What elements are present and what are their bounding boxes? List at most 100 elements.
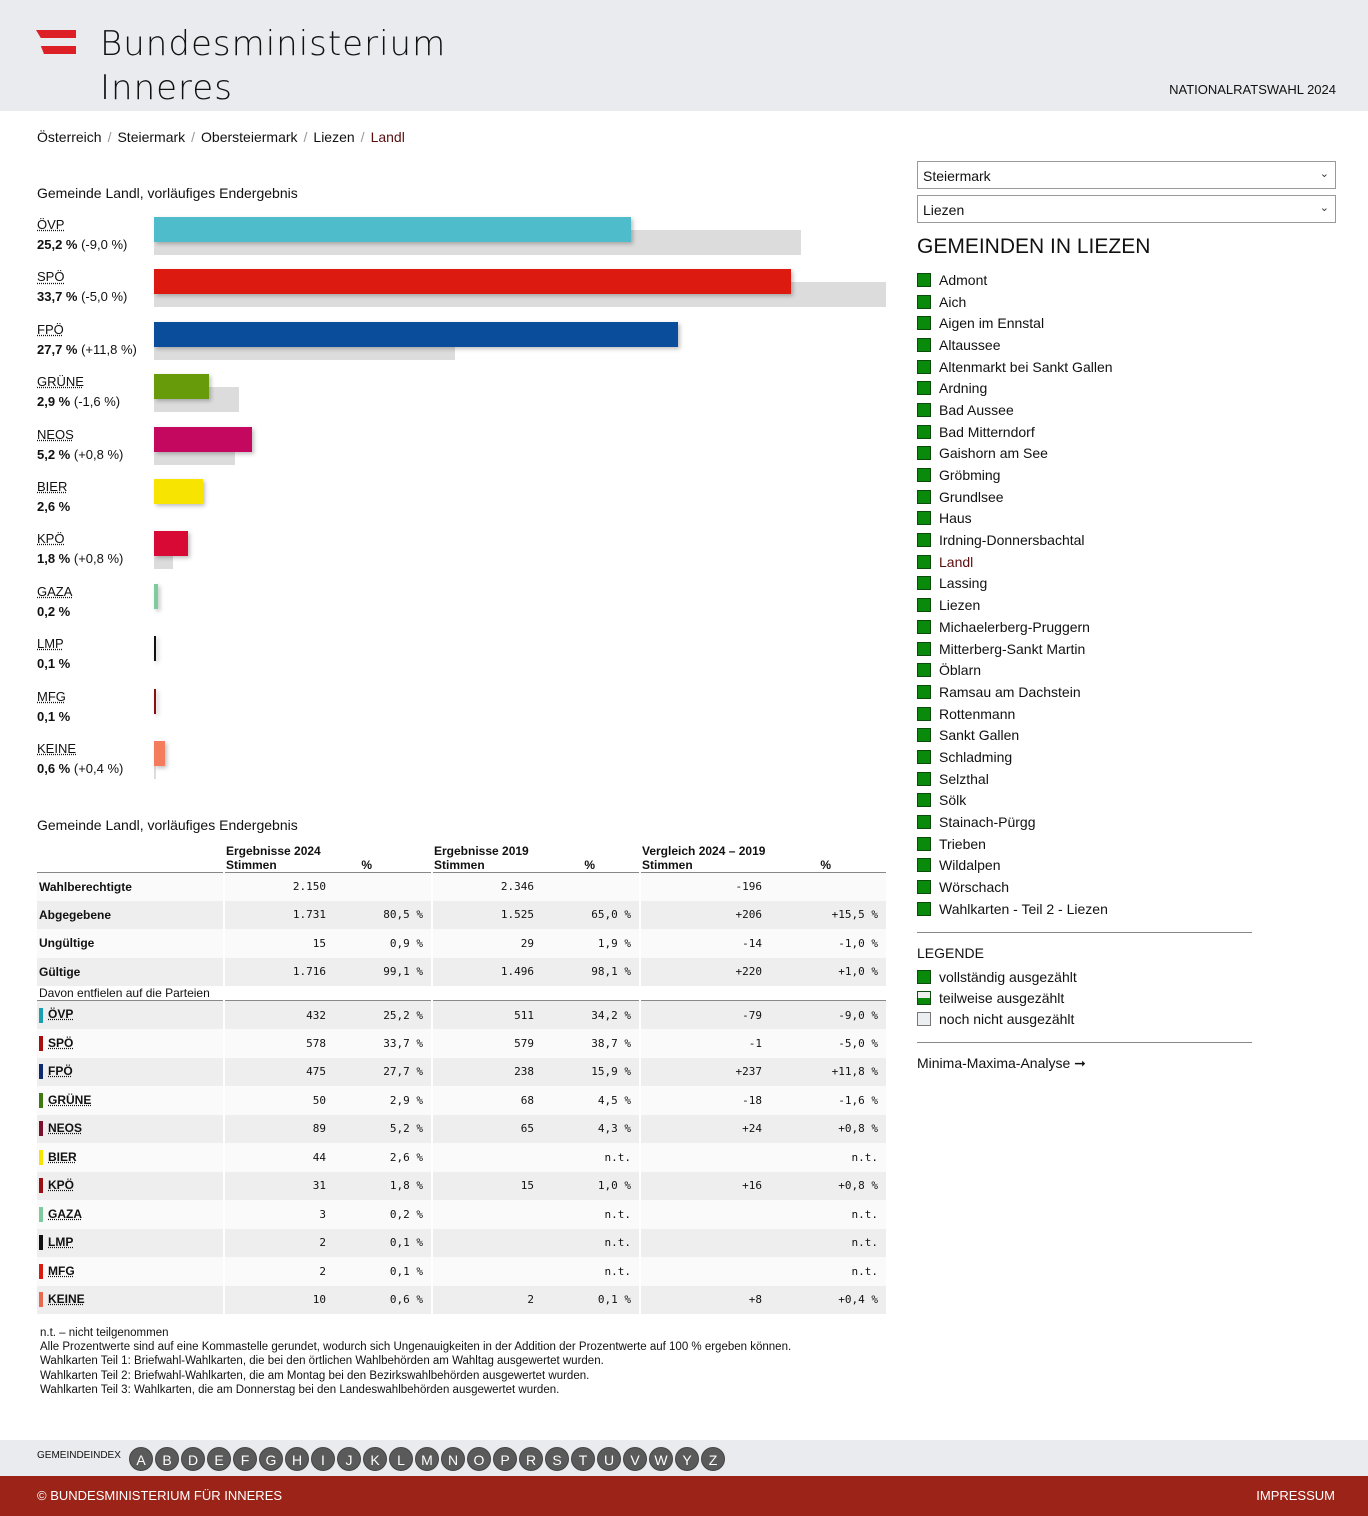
party-label[interactable]: LMP bbox=[37, 636, 64, 652]
party-label[interactable]: MFG bbox=[37, 688, 66, 704]
index-letter-y[interactable]: Y bbox=[675, 1447, 699, 1471]
cell-dp: n.t. bbox=[770, 1257, 886, 1286]
party-link[interactable]: NEOS bbox=[48, 1121, 83, 1136]
party-link[interactable]: GAZA bbox=[48, 1206, 82, 1221]
index-letter-l[interactable]: L bbox=[389, 1447, 413, 1471]
gemeinde-link[interactable]: Sölk bbox=[939, 792, 967, 809]
index-letter-m[interactable]: M bbox=[415, 1447, 439, 1471]
district-select[interactable]: Liezen ⌄ bbox=[917, 195, 1336, 223]
gemeinde-link[interactable]: Bad Aussee bbox=[939, 401, 1014, 418]
gemeinde-link[interactable]: Sankt Gallen bbox=[939, 727, 1020, 744]
gemeinde-link[interactable]: Haus bbox=[939, 510, 972, 527]
index-letter-j[interactable]: J bbox=[337, 1447, 361, 1471]
gemeinde-link[interactable]: Ardning bbox=[939, 380, 988, 397]
index-letter-k[interactable]: K bbox=[363, 1447, 387, 1471]
index-letter-r[interactable]: R bbox=[519, 1447, 543, 1471]
party-label[interactable]: SPÖ bbox=[37, 269, 65, 285]
cell-p19: 98,1 % bbox=[542, 957, 640, 986]
austria-flag-logo-icon[interactable] bbox=[36, 30, 76, 55]
index-letter-a[interactable]: A bbox=[129, 1447, 153, 1471]
party-link[interactable]: SPÖ bbox=[48, 1035, 74, 1050]
minima-maxima-link[interactable]: Minima-Maxima-Analyse ➞ bbox=[917, 1055, 1336, 1072]
index-letter-t[interactable]: T bbox=[571, 1447, 595, 1471]
index-letter-z[interactable]: Z bbox=[701, 1447, 725, 1471]
party-label[interactable]: KEINE bbox=[37, 740, 77, 756]
gemeinde-link[interactable]: Wörschach bbox=[939, 879, 1010, 896]
gemeinde-link[interactable]: Grundlsee bbox=[939, 488, 1004, 505]
cell-dv: -79 bbox=[639, 1000, 770, 1029]
gemeinde-link[interactable]: Wildalpen bbox=[939, 857, 1001, 874]
party-link[interactable]: GRÜNE bbox=[48, 1092, 92, 1107]
gemeinde-link[interactable]: Gröbming bbox=[939, 467, 1001, 484]
index-letter-v[interactable]: V bbox=[623, 1447, 647, 1471]
index-letter-e[interactable]: E bbox=[207, 1447, 231, 1471]
gemeinde-link[interactable]: Lassing bbox=[939, 575, 988, 592]
table-row: KEINE 10 0,6 % 2 0,1 % +8 +0,4 % bbox=[37, 1285, 886, 1314]
party-label[interactable]: NEOS bbox=[37, 426, 74, 442]
gemeinde-link[interactable]: Landl bbox=[939, 553, 974, 570]
party-link[interactable]: LMP bbox=[48, 1235, 74, 1250]
gemeinde-link[interactable]: Aigen im Ennstal bbox=[939, 315, 1045, 332]
state-select[interactable]: Steiermark ⌄ bbox=[917, 161, 1336, 189]
party-link[interactable]: KPÖ bbox=[48, 1178, 75, 1193]
gemeinde-link[interactable]: Admont bbox=[939, 271, 988, 288]
gemeinde-link[interactable]: Öblarn bbox=[939, 662, 982, 679]
gemeinde-link[interactable]: Michaelerberg-Pruggern bbox=[939, 618, 1090, 635]
party-label[interactable]: ÖVP bbox=[37, 217, 65, 232]
index-letter-h[interactable]: H bbox=[285, 1447, 309, 1471]
index-letter-w[interactable]: W bbox=[649, 1447, 673, 1471]
party-label[interactable]: GRÜNE bbox=[37, 374, 84, 390]
index-letter-n[interactable]: N bbox=[441, 1447, 465, 1471]
subheader-empty bbox=[431, 986, 542, 1001]
party-link[interactable]: BIER bbox=[48, 1149, 77, 1164]
header-2024-stimmen: Ergebnisse 2024 Stimmen bbox=[224, 842, 334, 873]
index-letter-g[interactable]: G bbox=[259, 1447, 283, 1471]
breadcrumb-obersteiermark[interactable]: Obersteiermark bbox=[201, 129, 298, 145]
gemeinde-link[interactable]: Irdning-Donnersbachtal bbox=[939, 532, 1085, 549]
breadcrumb-oesterreich[interactable]: Österreich bbox=[37, 129, 102, 145]
gemeinde-link[interactable]: Rottenmann bbox=[939, 705, 1016, 722]
gemeinde-link[interactable]: Bad Mitterndorf bbox=[939, 423, 1035, 440]
gemeinde-link[interactable]: Selzthal bbox=[939, 770, 989, 787]
party-link[interactable]: KEINE bbox=[48, 1292, 85, 1307]
index-letter-f[interactable]: F bbox=[233, 1447, 257, 1471]
gemeinde-link[interactable]: Wahlkarten - Teil 2 - Liezen bbox=[939, 900, 1108, 917]
gemeinde-link[interactable]: Mitterberg-Sankt Martin bbox=[939, 640, 1086, 657]
gemeinde-link[interactable]: Trieben bbox=[939, 835, 986, 852]
gemeinde-link[interactable]: Aich bbox=[939, 293, 967, 310]
breadcrumb-steiermark[interactable]: Steiermark bbox=[117, 129, 186, 145]
cell-v24: 10 bbox=[223, 1285, 334, 1314]
gemeinde-link[interactable]: Gaishorn am See bbox=[939, 445, 1048, 462]
gemeinde-link[interactable]: Liezen bbox=[939, 597, 981, 614]
party-label[interactable]: GAZA bbox=[37, 583, 73, 599]
gemeinde-link[interactable]: Schladming bbox=[939, 748, 1013, 765]
index-letter-s[interactable]: S bbox=[545, 1447, 569, 1471]
impressum-link[interactable]: IMPRESSUM bbox=[1256, 1488, 1335, 1503]
ministry-logo-text[interactable]: Bundesministerium Inneres bbox=[100, 22, 446, 110]
party-link[interactable]: ÖVP bbox=[48, 1007, 74, 1022]
index-letter-b[interactable]: B bbox=[155, 1447, 179, 1471]
party-label[interactable]: FPÖ bbox=[37, 321, 64, 337]
gemeinde-link[interactable]: Stainach-Pürgg bbox=[939, 814, 1036, 831]
gemeinde-link[interactable]: Altaussee bbox=[939, 336, 1001, 353]
index-letter-d[interactable]: D bbox=[181, 1447, 205, 1471]
index-letter-p[interactable]: P bbox=[493, 1447, 517, 1471]
party-percentage: 27,7 % (+11,8 %) bbox=[37, 341, 137, 357]
cell-p19: n.t. bbox=[542, 1228, 640, 1257]
index-letter-u[interactable]: U bbox=[597, 1447, 621, 1471]
gemeinde-link[interactable]: Ramsau am Dachstein bbox=[939, 683, 1081, 700]
chart-row-7: GAZA 0,2 % bbox=[37, 580, 897, 632]
site-header: Bundesministerium Inneres NATIONALRATSWA… bbox=[0, 0, 1368, 111]
cell-v19: 15 bbox=[431, 1171, 542, 1200]
party-label[interactable]: BIER bbox=[37, 478, 68, 494]
sidebar: Steiermark ⌄ Liezen ⌄ GEMEINDEN IN LIEZE… bbox=[917, 161, 1336, 1072]
cell-p19: 1,0 % bbox=[542, 1171, 640, 1200]
gemeinde-link[interactable]: Altenmarkt bei Sankt Gallen bbox=[939, 358, 1113, 375]
party-link[interactable]: MFG bbox=[48, 1263, 75, 1278]
index-letter-i[interactable]: I bbox=[311, 1447, 335, 1471]
index-letter-o[interactable]: O bbox=[467, 1447, 491, 1471]
breadcrumb-liezen[interactable]: Liezen bbox=[313, 129, 355, 145]
party-label[interactable]: KPÖ bbox=[37, 531, 65, 547]
status-complete-icon bbox=[917, 402, 931, 417]
party-link[interactable]: FPÖ bbox=[48, 1064, 73, 1079]
